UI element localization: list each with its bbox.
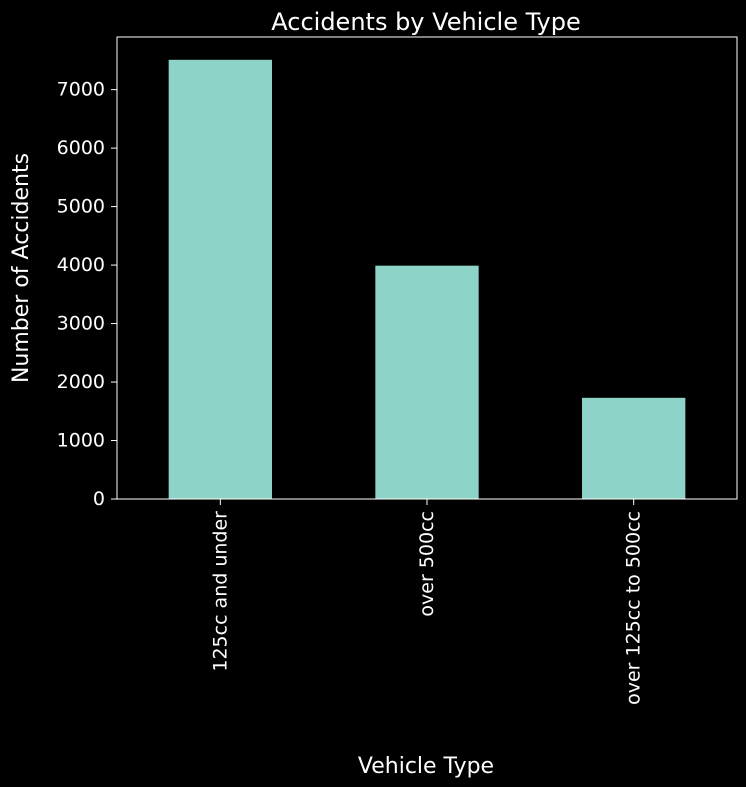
x-axis-label: Vehicle Type <box>358 754 494 779</box>
y-tick-label: 7000 <box>57 79 105 101</box>
y-tick-label: 5000 <box>57 196 105 218</box>
bar <box>375 265 479 499</box>
plot-area-frame <box>116 36 738 500</box>
y-tick-label: 6000 <box>57 137 105 159</box>
bar <box>168 59 272 500</box>
bar <box>582 397 686 499</box>
y-tick-label: 2000 <box>57 371 105 393</box>
y-tick-label: 1000 <box>57 430 105 452</box>
bars-layer <box>168 59 686 500</box>
x-tick-label: over 500cc <box>416 511 438 617</box>
chart-title: Accidents by Vehicle Type <box>271 8 580 36</box>
y-axis-label: Number of Accidents <box>9 153 34 383</box>
y-tick-label: 0 <box>93 488 105 510</box>
y-tick-label: 4000 <box>57 254 105 276</box>
y-tick-label: 3000 <box>57 313 105 335</box>
ticks-layer: 125cc and under over 500cc over 125cc to 5… <box>57 79 645 705</box>
x-tick-label: 125cc and under <box>209 511 231 672</box>
x-tick-label: over 125cc to 500cc <box>623 511 645 705</box>
